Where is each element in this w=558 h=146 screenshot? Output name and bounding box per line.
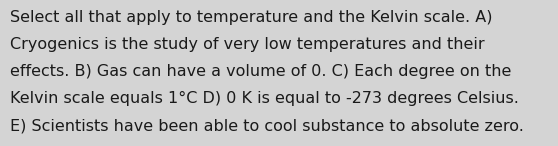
Text: Kelvin scale equals 1°C D) 0 K is equal to -273 degrees Celsius.: Kelvin scale equals 1°C D) 0 K is equal … [10, 91, 519, 106]
Text: effects. B) Gas can have a volume of 0. C) Each degree on the: effects. B) Gas can have a volume of 0. … [10, 64, 512, 79]
Text: E) Scientists have been able to cool substance to absolute zero.: E) Scientists have been able to cool sub… [10, 118, 524, 133]
Text: Select all that apply to temperature and the Kelvin scale. A): Select all that apply to temperature and… [10, 10, 493, 25]
Text: Cryogenics is the study of very low temperatures and their: Cryogenics is the study of very low temp… [10, 37, 485, 52]
